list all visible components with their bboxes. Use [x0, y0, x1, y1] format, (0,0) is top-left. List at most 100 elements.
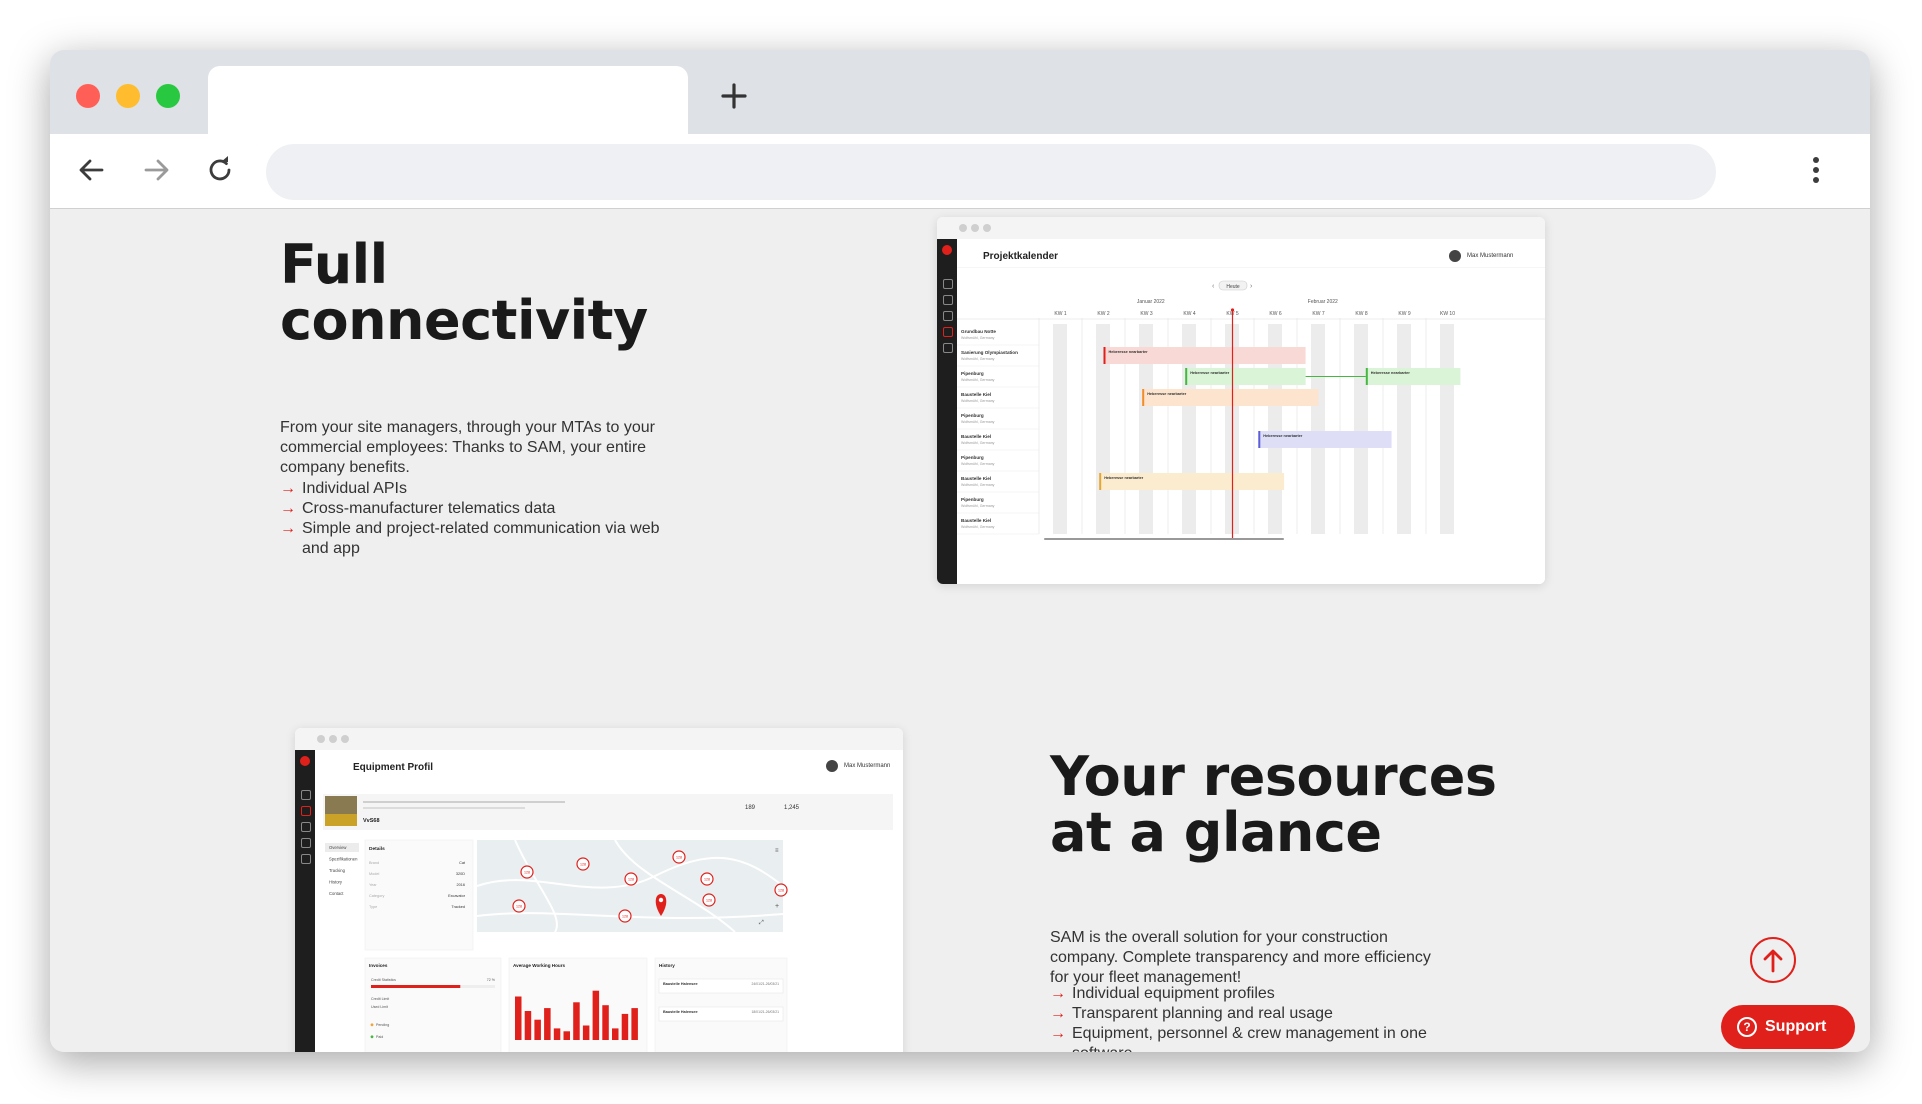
row-label: Pipenburg [961, 413, 984, 418]
details-title: Details [369, 846, 385, 852]
section-body-connectivity: From your site managers, through your MT… [280, 419, 655, 476]
row-label: Grundbau Notte [961, 329, 996, 334]
event-bar [1103, 347, 1306, 364]
section-title-resources: Your resources at a glance [1050, 745, 1497, 864]
map-cluster-label: 128 [622, 914, 628, 918]
map-cluster [512, 899, 526, 913]
equipment-screenshot: Equipment Profil Max Mustermann VvS68 189… [295, 728, 903, 1052]
map-cluster-label: 128 [706, 898, 712, 902]
feature-item: → Individual equipment profiles [1050, 984, 1440, 1004]
row-label: Pipenburg [961, 371, 984, 376]
event-label: Heberesse nearbarter [1147, 392, 1187, 396]
week-label: KW 2 [1097, 311, 1109, 317]
folder-icon [301, 822, 311, 832]
working-hours-bar [631, 1008, 638, 1040]
working-hours-bar [534, 1019, 541, 1040]
plus-icon-glyph [721, 83, 747, 109]
equipment-dashboard: VvS68 189 1,245 Overview Spezifikationen Trac… [315, 776, 903, 1052]
status-dot [370, 1035, 374, 1039]
row-label: Baustelle Kiel [961, 392, 991, 397]
avatar [826, 760, 838, 772]
row-sublabel: Wolfsmühl, Germany [961, 357, 995, 361]
stat-value: 189 [745, 805, 756, 811]
sam-logo-icon [300, 756, 310, 766]
month-label: Februar 2022 [1308, 299, 1338, 305]
back-arrow-icon[interactable] [74, 152, 110, 188]
address-bar[interactable] [266, 144, 1716, 200]
working-hours-bar [524, 1011, 532, 1040]
working-hours-bar [612, 1028, 619, 1040]
section-title-connectivity: Full connectivity [280, 233, 648, 352]
event-bar-stripe [1185, 368, 1188, 385]
details-card [364, 839, 474, 951]
detail-value: 2016 [457, 883, 465, 887]
feature-item: → Equipment, personnel & crew management … [1050, 1024, 1440, 1052]
user-name: Max Mustermann [1467, 253, 1514, 259]
equipment-icon [943, 295, 953, 305]
map-cluster-label: 128 [778, 888, 784, 892]
history-item [658, 1006, 784, 1022]
working-hours-bar [544, 1008, 551, 1040]
row-label: Baustelle Kiel [961, 518, 991, 523]
invoices-title: Invoices [369, 963, 388, 968]
stat-value: 1,245 [784, 805, 800, 811]
support-button[interactable]: ? Support [1721, 1005, 1855, 1049]
browser-toolbar [50, 134, 1870, 209]
event-bar [1185, 368, 1306, 385]
expand-icon: ⤢ [759, 919, 764, 926]
profile-tab-active [325, 843, 359, 852]
feature-item: → Cross-manufacturer telematics data [280, 499, 680, 519]
map-cluster-label: 128 [628, 877, 634, 881]
location-pin-icon [655, 894, 667, 916]
browser-window: Full connectivity From your site manager… [50, 50, 1870, 1052]
plus-icon[interactable] [714, 76, 754, 124]
maximize-window-button[interactable] [156, 84, 180, 108]
gantt-chart: Heute ‹ › Januar 2022 Februar 2022 KW 1 KW 2 KW… [957, 267, 1545, 584]
event-bar-stripe [1258, 431, 1261, 448]
map-road [476, 856, 784, 889]
profile-tab: Overview [329, 845, 347, 850]
map-cluster [700, 872, 714, 886]
event-bar-stripe [1365, 368, 1368, 385]
week-label: KW 9 [1398, 311, 1410, 317]
profile-tab: Spezifikationen [329, 857, 358, 862]
feature-item: → Individual APIs [280, 479, 680, 499]
month-label: Januar 2022 [1137, 299, 1165, 305]
chevron-left-icon: ‹ [1212, 283, 1215, 290]
event-bar [1142, 389, 1319, 406]
minimize-window-button[interactable] [116, 84, 140, 108]
map-cluster-label: 128 [524, 870, 530, 874]
close-window-button[interactable] [76, 84, 100, 108]
detail-key: Model [369, 872, 379, 876]
map-cluster-label: 128 [704, 877, 710, 881]
today-button [1218, 280, 1248, 291]
chevron-right-icon: › [1250, 283, 1253, 290]
forward-arrow-icon[interactable] [138, 152, 174, 188]
active-tab[interactable] [208, 66, 688, 134]
working-hours-bar [515, 996, 522, 1040]
calendar-icon [301, 838, 311, 848]
map-layers-icon: ≡ [775, 848, 779, 854]
profile-tab: Tracking [329, 868, 346, 873]
gantt-background [957, 267, 1545, 584]
mock-sidebar [295, 750, 315, 1052]
invoices-progress-fill [371, 985, 461, 988]
week-column-shade [1354, 324, 1368, 534]
working-hours-bar [582, 1025, 590, 1040]
feature-text: Cross-manufacturer telematics data [302, 500, 556, 517]
invoices-percent: 72 % [487, 978, 496, 982]
event-bar-stripe [1142, 389, 1145, 406]
row-label: Baustelle Kiel [961, 434, 991, 439]
event-bar-stripe [1103, 347, 1106, 364]
kebab-menu-icon[interactable] [1812, 152, 1820, 188]
week-column-shade [1053, 324, 1067, 534]
arrow-up-circle-icon[interactable] [1750, 937, 1796, 983]
section-body-resources: SAM is the overall solution for your con… [1050, 929, 1431, 986]
row-sublabel: Wolfsmühl, Germany [961, 525, 995, 529]
week-label: KW 3 [1140, 311, 1152, 317]
row-sublabel: Wolfsmühl, Germany [961, 504, 995, 508]
history-item-title: Baustelle Halensee [663, 982, 698, 986]
detail-value: Cat [459, 861, 466, 865]
reload-icon[interactable] [202, 152, 238, 188]
arrow-right-icon: → [1050, 1005, 1066, 1022]
